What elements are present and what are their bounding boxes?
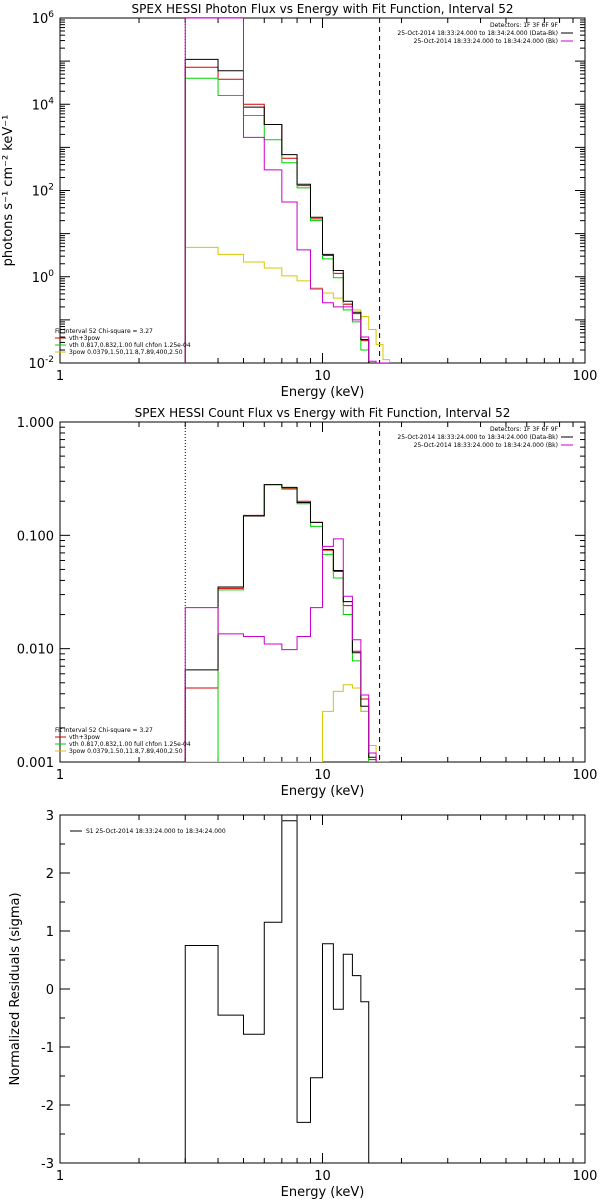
count-y-tick-label: 0.010 <box>17 643 54 658</box>
photon-y-tick-label: 100 <box>32 269 55 286</box>
residuals-y-tick-label: 1 <box>46 925 54 940</box>
residuals-y-ticks: -3 -2 -1 0 1 2 3 <box>41 809 585 1172</box>
photon-legend-text: Fit Interval 52 Chi-square = 3.27 <box>55 328 153 335</box>
count-panel: SPEX HESSI Count Flux vs Energy with Fit… <box>17 406 598 799</box>
residuals-legend-text: S1 25-Oct-2014 18:33:24.000 to 18:34:24.… <box>86 828 226 835</box>
residuals-legend-top: S1 25-Oct-2014 18:33:24.000 to 18:34:24.… <box>70 828 226 835</box>
residuals-x-ticks: 1 10 100 <box>56 815 598 1184</box>
photon-x-tick-label: 1 <box>56 369 64 384</box>
count-legend-text: Detectors: 1F 3F 6F 9F <box>490 426 559 433</box>
photon-legend-text: 3pow 0.0379,1.50,11.8,7.89,400,2.50 <box>69 349 183 356</box>
residuals-x-tick-label: 10 <box>314 1169 331 1184</box>
photon-series-vth-3pow <box>184 66 390 363</box>
count-x-label: Energy (keV) <box>281 784 365 799</box>
count-legend-text: vth+3pow <box>69 734 100 741</box>
photon-y-tick-exp: 0 <box>48 269 54 279</box>
count-legend-text: Fit Interval 52 Chi-square = 3.27 <box>55 727 153 734</box>
residuals-y-tick-label: -1 <box>41 1041 54 1056</box>
photon-y-tick-label: 104 <box>32 96 55 113</box>
count-legend-text: 3pow 0.0379,1.50,11.8,7.89,400,2.50 <box>69 748 183 755</box>
count-series-bk <box>184 538 390 762</box>
residuals-y-tick-label: 3 <box>46 809 54 824</box>
photon-y-tick-exp: 6 <box>48 10 54 20</box>
photon-y-tick-base: 10 <box>32 12 49 27</box>
photon-series-data-bk <box>184 58 390 363</box>
residuals-x-tick-label: 100 <box>573 1169 598 1184</box>
photon-y-tick-label: 102 <box>32 183 54 200</box>
count-legend-text: vth 0.817,0.832,1.00 full chfon 1.25e-04 <box>69 741 191 748</box>
count-series-vth <box>185 484 390 762</box>
photon-legend-text: Detectors: 1F 3F 6F 9F <box>490 22 559 29</box>
count-legend-text: 25-Oct-2014 18:33:24.000 to 18:34:24.000… <box>414 442 558 449</box>
photon-panel: SPEX HESSI Photon Flux vs Energy with Fi… <box>1 2 597 400</box>
residuals-y-tick-label: 0 <box>46 983 54 998</box>
count-series-3pow <box>185 684 390 762</box>
photon-legend-text: vth 0.817,0.832,1.00 full chfon 1.25e-04 <box>69 342 191 349</box>
count-title: SPEX HESSI Count Flux vs Energy with Fit… <box>135 406 511 420</box>
photon-y-tick-exp: -2 <box>45 355 54 365</box>
photon-y-tick-base: 10 <box>32 98 49 113</box>
photon-legend-text: 25-Oct-2014 18:33:24.000 to 18:34:24.000… <box>397 30 558 37</box>
residuals-series-s1 <box>184 820 377 1163</box>
count-y-tick-label: 0.100 <box>17 529 54 544</box>
count-legend-text: 25-Oct-2014 18:33:24.000 to 18:34:24.000… <box>397 434 558 441</box>
photon-series <box>184 18 391 363</box>
photon-y-tick-base: 10 <box>32 185 49 200</box>
residuals-y-tick-label: 2 <box>46 867 54 882</box>
photon-legend-text: 25-Oct-2014 18:33:24.000 to 18:34:24.000… <box>414 38 558 45</box>
photon-y-label: photons s⁻¹ cm⁻² keV⁻¹ <box>1 115 16 267</box>
count-series-vth-3pow <box>184 484 390 762</box>
photon-frame <box>59 17 586 364</box>
photon-title: SPEX HESSI Photon Flux vs Energy with Fi… <box>132 2 514 16</box>
residuals-y-tick-label: -2 <box>41 1099 54 1114</box>
count-y-tick-label: 1.000 <box>17 416 54 431</box>
photon-series-3pow <box>184 246 391 363</box>
photon-y-tick-base: 10 <box>32 271 49 286</box>
residuals-panel: 1 10 100 -3 -2 -1 0 1 2 3 Energy (keV) Normalized R… <box>8 809 597 1200</box>
photon-legend-text: vth+3pow <box>69 335 100 342</box>
photon-y-tick-exp: 4 <box>48 96 54 106</box>
residuals-x-label: Energy (keV) <box>281 1185 365 1200</box>
count-legend-bottom: Fit Interval 52 Chi-square = 3.27vth+3po… <box>55 727 191 755</box>
count-series <box>184 484 390 762</box>
photon-series-bk <box>184 18 390 363</box>
photon-y-tick-label: 10-2 <box>28 355 54 372</box>
count-y-tick-label: 0.001 <box>17 756 54 771</box>
count-x-tick-label: 1 <box>56 768 64 783</box>
photon-x-label: Energy (keV) <box>281 385 365 400</box>
count-x-tick-label: 100 <box>573 768 598 783</box>
residuals-y-label: Normalized Residuals (sigma) <box>8 892 23 1085</box>
photon-x-tick-label: 100 <box>573 369 598 384</box>
photon-y-tick-label: 106 <box>32 10 55 27</box>
residuals-x-tick-label: 1 <box>56 1169 64 1184</box>
count-series-data-bk <box>184 484 390 762</box>
photon-x-tick-label: 10 <box>314 369 331 384</box>
photon-y-tick-base: 10 <box>28 357 45 372</box>
photon-legend-bottom: Fit Interval 52 Chi-square = 3.27vth+3po… <box>55 328 191 356</box>
residuals-y-tick-label: -3 <box>41 1157 54 1172</box>
photon-y-tick-exp: 2 <box>48 183 54 193</box>
count-y-ticks: 0.001 0.010 0.100 1.000 <box>17 416 585 771</box>
count-x-tick-label: 10 <box>314 768 331 783</box>
residuals-series <box>184 820 377 1163</box>
